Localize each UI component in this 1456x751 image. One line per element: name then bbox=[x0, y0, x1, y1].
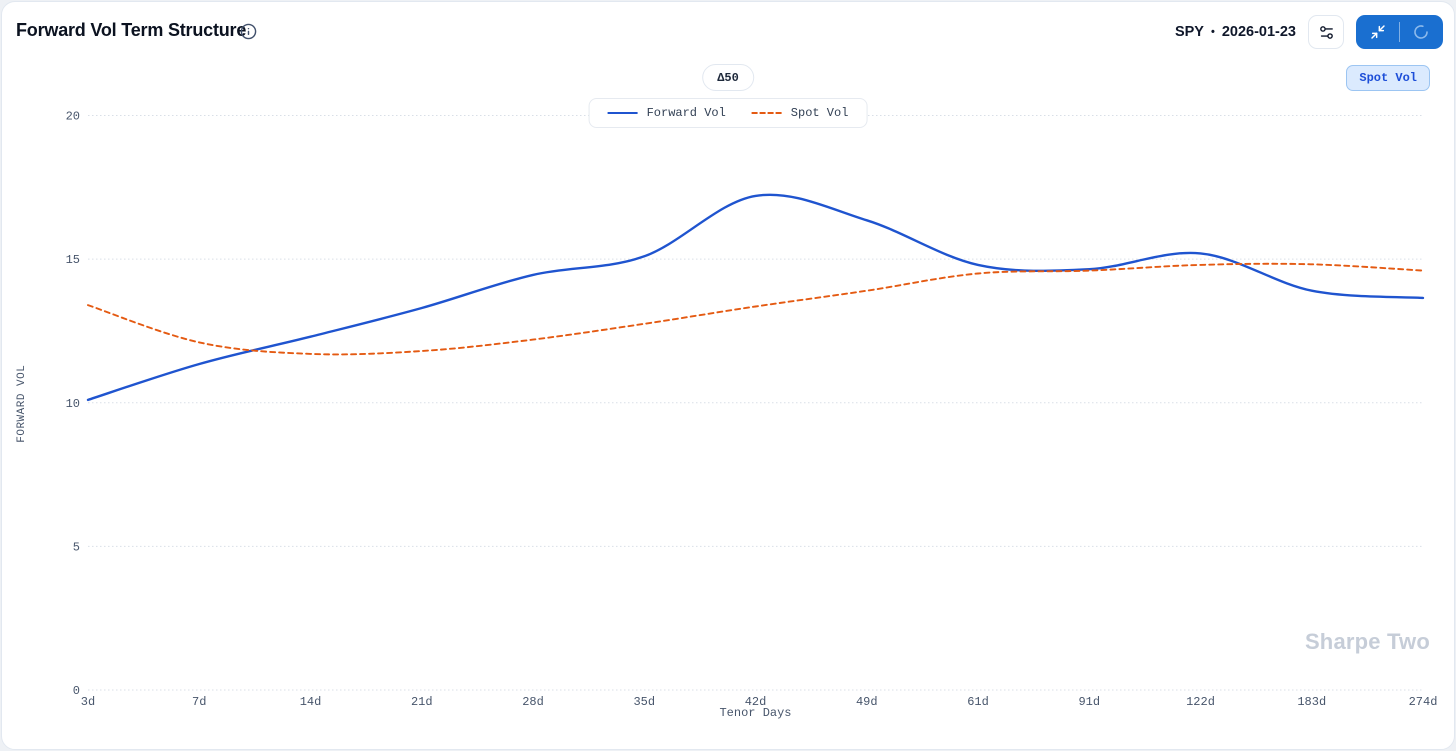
legend-item-forward-vol: Forward Vol bbox=[607, 106, 726, 120]
x-tick-label: 91d bbox=[1078, 695, 1100, 709]
x-tick-label: 3d bbox=[81, 695, 95, 709]
settings-button[interactable] bbox=[1308, 15, 1344, 49]
legend-item-spot-vol: Spot Vol bbox=[751, 106, 849, 120]
header-controls: SPY • 2026-01-23 bbox=[1175, 15, 1443, 49]
y-tick-label: 15 bbox=[66, 253, 80, 267]
y-axis-title: FORWARD VOL bbox=[16, 365, 28, 443]
sharpe-two-watermark: Sharpe Two bbox=[1304, 629, 1430, 654]
spot-vol-line-swatch bbox=[751, 112, 782, 114]
sliders-icon bbox=[1318, 24, 1335, 41]
x-tick-label: 14d bbox=[300, 695, 322, 709]
x-tick-label: 274d bbox=[1409, 695, 1438, 709]
series-forward-vol bbox=[86, 193, 1425, 402]
legend-label: Spot Vol bbox=[790, 106, 849, 120]
y-tick-label: 0 bbox=[73, 684, 80, 698]
ticker-date: SPY • 2026-01-23 bbox=[1175, 24, 1296, 40]
x-tick-label: 49d bbox=[856, 695, 878, 709]
x-tick-label: 61d bbox=[967, 695, 989, 709]
x-tick-label: 28d bbox=[522, 695, 544, 709]
y-tick-label: 10 bbox=[66, 397, 80, 411]
ticker-date-separator: • bbox=[1210, 26, 1215, 38]
info-icon[interactable] bbox=[240, 23, 257, 40]
x-tick-label: 42d bbox=[745, 695, 767, 709]
page-title: Forward Vol Term Structure bbox=[16, 20, 247, 40]
legend-label: Forward Vol bbox=[646, 106, 726, 120]
series-spot-vol bbox=[87, 262, 1424, 356]
y-tick-label: 20 bbox=[66, 110, 80, 124]
refresh-button[interactable] bbox=[1408, 17, 1434, 47]
minimize-icon bbox=[1370, 24, 1386, 40]
collapse-button[interactable] bbox=[1365, 17, 1391, 47]
x-tick-label: 21d bbox=[411, 695, 433, 709]
button-divider bbox=[1399, 22, 1400, 42]
x-tick-label: 183d bbox=[1297, 695, 1326, 709]
chart-legend: Forward Vol Spot Vol bbox=[588, 98, 868, 128]
ticker-label: SPY bbox=[1174, 24, 1204, 40]
y-tick-label: 5 bbox=[73, 540, 80, 554]
x-tick-label: 7d bbox=[192, 695, 206, 709]
chart-action-group bbox=[1356, 15, 1443, 49]
x-tick-label: 35d bbox=[633, 695, 655, 709]
forward-vol-line-swatch bbox=[607, 112, 638, 114]
delta-50-chip[interactable]: Δ50 bbox=[702, 64, 754, 91]
date-label: 2026-01-23 bbox=[1221, 24, 1296, 40]
x-axis-title: Tenor Days bbox=[719, 706, 791, 720]
x-tick-label: 122d bbox=[1186, 695, 1215, 709]
spot-vol-toggle[interactable]: Spot Vol bbox=[1346, 65, 1430, 91]
spinner-icon bbox=[1413, 24, 1429, 40]
